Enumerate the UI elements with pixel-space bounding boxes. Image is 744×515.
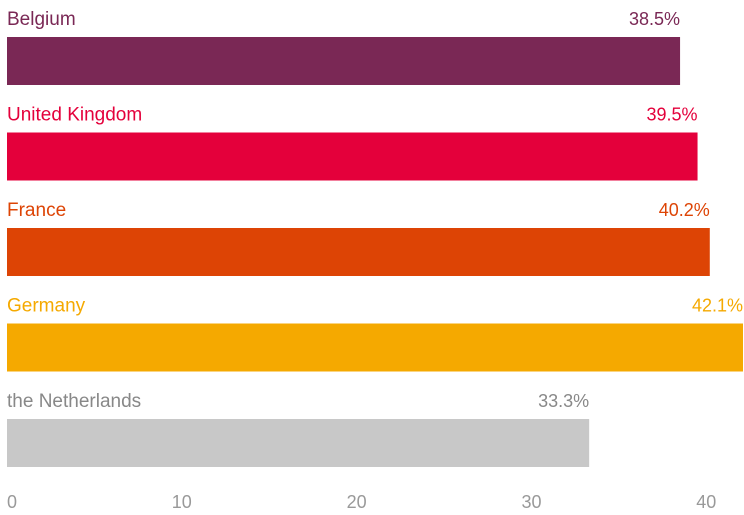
category-label-the-netherlands: the Netherlands xyxy=(7,391,141,412)
x-tick-label-0: 0 xyxy=(7,492,17,512)
bar-the-netherlands xyxy=(7,419,590,467)
value-label-united-kingdom: 39.5% xyxy=(646,105,697,125)
value-label-france: 40.2% xyxy=(659,200,710,220)
category-label-united-kingdom: United Kingdom xyxy=(7,105,142,126)
category-label-belgium: Belgium xyxy=(7,9,76,30)
x-tick-label-20: 20 xyxy=(347,492,367,512)
category-label-germany: Germany xyxy=(7,296,86,317)
x-tick-label-30: 30 xyxy=(521,492,541,512)
bar-france xyxy=(7,228,710,276)
x-tick-label-40: 40 xyxy=(696,492,716,512)
bar-united-kingdom xyxy=(7,132,698,181)
x-tick-label-10: 10 xyxy=(172,492,192,512)
value-label-germany: 42.1% xyxy=(692,296,743,316)
value-label-belgium: 38.5% xyxy=(629,9,680,29)
bar-belgium xyxy=(7,37,681,85)
value-label-the-netherlands: 33.3% xyxy=(538,391,589,411)
category-label-france: France xyxy=(7,200,66,221)
bar-germany xyxy=(7,323,743,372)
